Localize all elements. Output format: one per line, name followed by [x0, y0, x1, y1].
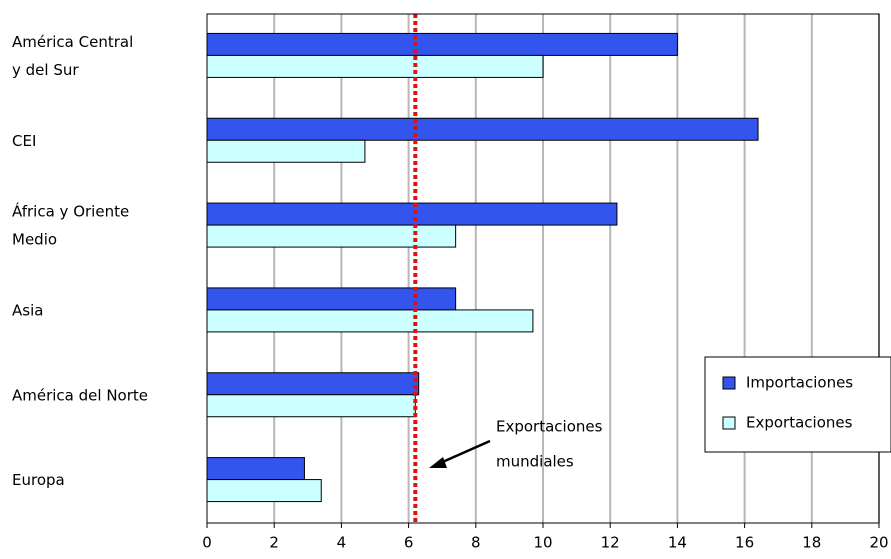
bar-importaciones-5	[206, 457, 305, 481]
annotation-arrow-head	[429, 457, 447, 468]
category-label: CEI	[12, 132, 36, 150]
bar-importaciones-1	[206, 117, 759, 141]
legend-label: Importaciones	[746, 374, 853, 392]
x-tick-label: 2	[269, 534, 279, 552]
x-tick-label: 16	[735, 534, 754, 552]
bar-exportaciones-2	[206, 224, 457, 248]
x-tick-label: 14	[668, 534, 687, 552]
x-tick-label: 0	[202, 534, 212, 552]
bar-importaciones-3	[206, 287, 457, 311]
x-tick-label: 20	[869, 534, 888, 552]
category-label: América del Norte	[12, 386, 148, 404]
bar-exportaciones-3	[206, 309, 534, 333]
bar-exportaciones-1	[206, 139, 366, 163]
annotation-label: Exportaciones	[496, 418, 603, 436]
legend-swatch-importaciones	[722, 376, 736, 390]
category-label: Medio	[12, 231, 57, 249]
category-label: y del Sur	[12, 61, 79, 79]
x-tick-label: 18	[802, 534, 821, 552]
bar-importaciones-0	[206, 32, 678, 56]
x-tick-label: 6	[404, 534, 414, 552]
legend	[704, 356, 891, 453]
legend-swatch-exportaciones	[722, 416, 736, 430]
x-tick-label: 12	[601, 534, 620, 552]
x-tick-label: 10	[533, 534, 552, 552]
bar-importaciones-4	[206, 372, 420, 396]
x-tick-label: 8	[471, 534, 481, 552]
bar-exportaciones-4	[206, 394, 416, 418]
legend-label: Exportaciones	[746, 414, 853, 432]
category-label: Europa	[12, 471, 65, 489]
annotation-arrow-shaft	[437, 439, 491, 466]
x-tick-label: 4	[337, 534, 347, 552]
bar-exportaciones-5	[206, 479, 322, 503]
bar-exportaciones-0	[206, 54, 544, 78]
bar-importaciones-2	[206, 202, 618, 226]
category-label: Asia	[12, 301, 43, 319]
annotation-label: mundiales	[496, 453, 574, 471]
category-label: África y Oriente	[12, 202, 129, 221]
category-label: América Central	[12, 33, 133, 51]
